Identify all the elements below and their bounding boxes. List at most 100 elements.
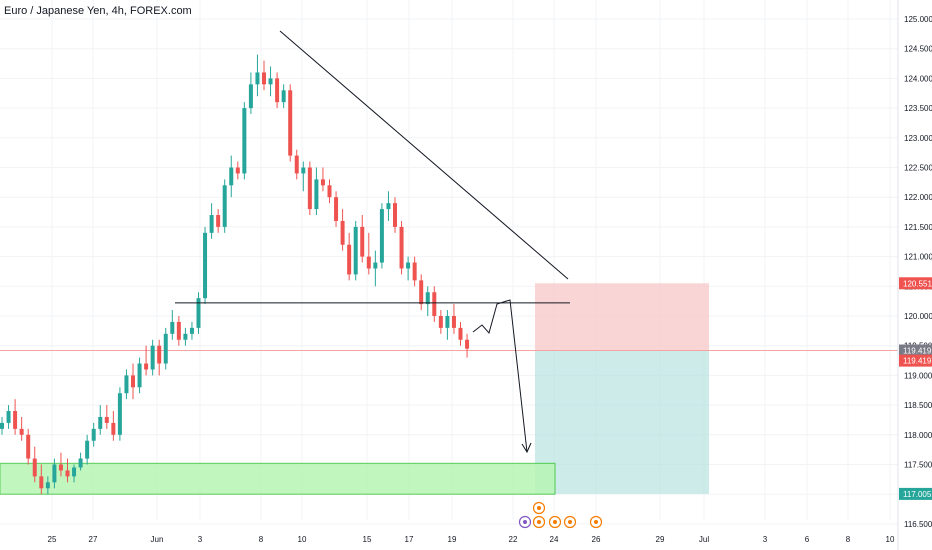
candle-body [170,321,175,334]
candle-body [432,292,437,316]
candle-body [399,226,404,269]
event-icon-dot [537,506,541,510]
price-tick-label: 118.500 [904,401,932,410]
price-label-bg [899,277,932,290]
candle [314,167,319,216]
candle [98,405,103,435]
candle-body [39,476,44,489]
candle-body [85,440,90,459]
candle-body [340,220,345,245]
candle [229,155,234,198]
candle-body [301,167,306,174]
time-tick-label: 27 [89,535,98,544]
candle-body [255,72,260,85]
candle [379,203,384,269]
candle [373,250,378,287]
candle-body [65,470,70,477]
time-tick-label: 10 [886,535,895,544]
candle-body [32,458,37,477]
candle-body [373,262,378,269]
candle [163,327,168,370]
candle-body [235,167,240,174]
candle [320,167,325,192]
candle-body [0,422,4,429]
candle-body [242,108,247,174]
candle [137,357,142,394]
time-tick-label: 17 [405,535,414,544]
candle [412,256,417,287]
time-tick-label: 24 [550,535,559,544]
candle-body [268,78,273,85]
price-tick-label: 116.500 [904,520,932,529]
candle-body [275,78,280,103]
candle [242,102,247,180]
candle [131,363,135,400]
candle [393,197,397,233]
candle-body [203,232,208,299]
candle [216,209,221,233]
candle [294,149,299,180]
candle [26,428,31,465]
candle [307,161,312,216]
candle [13,399,18,435]
candle-body [445,316,450,328]
candle [32,446,37,483]
candle-body [78,458,83,468]
candle-body [222,185,227,227]
candle [235,161,240,180]
candle [176,316,181,346]
time-tick-label: 6 [805,535,810,544]
price-label-bg [899,487,932,500]
candle [445,310,450,340]
price-tick-label: 124.000 [904,74,932,83]
candle-body [465,339,470,349]
candle-body [176,321,181,340]
candle-body [347,244,352,275]
event-icon-dot [553,520,557,524]
candle [189,321,194,340]
candle [366,232,371,275]
candle-body [366,256,371,269]
candle-body [320,179,325,186]
candle [248,72,253,115]
time-tick-label: 15 [363,535,372,544]
candle-body [111,422,116,435]
candle-body [353,226,358,275]
candle [65,458,70,483]
candle [58,452,63,477]
candle-body [288,90,293,156]
candle [39,464,44,495]
candle [399,220,404,275]
event-icon-dot [594,520,598,524]
candle-body [19,428,24,435]
candle-body [281,90,286,103]
time-tick-label: 3 [763,535,768,544]
price-tick-label: 119.000 [904,371,932,380]
candle [78,452,83,471]
candle [203,226,208,305]
candle [275,72,280,109]
candle [438,310,443,334]
candle-body [6,411,11,423]
candle [91,422,96,447]
candle-body [229,167,234,186]
candle-body [262,72,266,85]
candle [255,54,260,97]
candle-body [196,298,201,328]
candle-body [150,345,155,370]
price-tick-label: 125.000 [904,15,932,24]
descending-trendline [279,30,569,280]
candle [144,345,149,376]
candle [111,411,116,441]
candle-body [52,464,57,483]
chart-title: Euro / Japanese Yen, 4h, FOREX.com [4,5,192,17]
time-tick-label: 19 [448,535,457,544]
candle [327,179,332,204]
candle-body [386,203,391,210]
candle-body [104,416,109,423]
time-tick-label: 26 [592,535,601,544]
candle [432,286,437,322]
price-tick-label: 120.000 [904,312,932,321]
price-label: 119.419 [903,357,932,366]
